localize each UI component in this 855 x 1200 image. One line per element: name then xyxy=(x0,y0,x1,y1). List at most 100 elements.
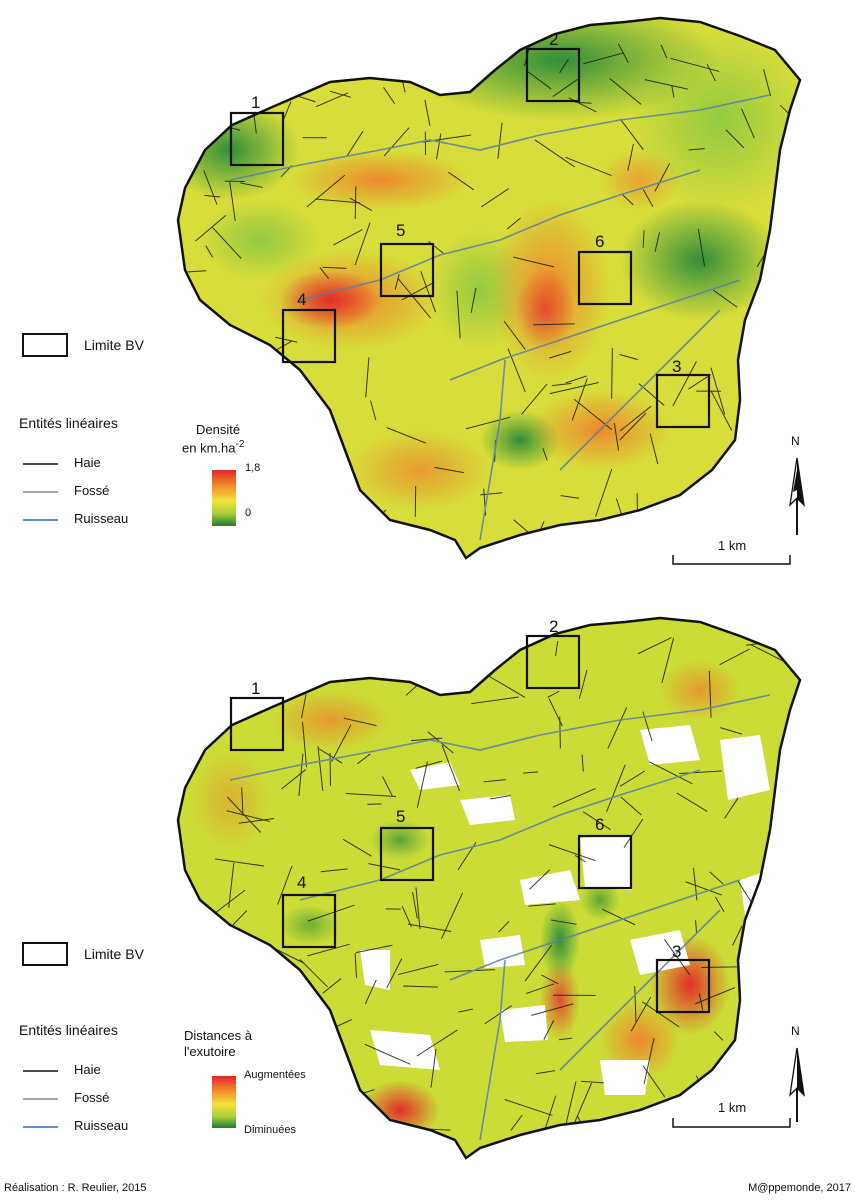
legend-linear-title: Entités linéaires xyxy=(19,1022,118,1038)
hedge-segment xyxy=(322,266,347,269)
hedge-segment xyxy=(503,641,519,645)
legend-boundary-label: Limite BV xyxy=(84,337,144,353)
distance-ramp-title: Distances à xyxy=(184,1028,252,1043)
stream-line xyxy=(559,909,721,1071)
hedge-segment xyxy=(340,501,359,533)
hedge-segment xyxy=(609,77,642,105)
hedge-segment xyxy=(302,721,308,768)
hedge-segment xyxy=(229,180,236,221)
hedge-segment xyxy=(349,197,373,212)
hedge-segment xyxy=(780,837,787,850)
hedge-segment xyxy=(383,127,410,157)
hedge-segment xyxy=(480,492,503,496)
legend-fosse-label: Fossé xyxy=(74,1090,110,1105)
watershed-boundary-bottom xyxy=(176,616,802,1160)
hedge-segment xyxy=(498,920,510,933)
legend-ruisseau-label: Ruisseau xyxy=(74,511,129,526)
hedge-segment xyxy=(195,214,227,242)
hedge-segment xyxy=(707,1086,723,1091)
hedge-segment xyxy=(510,1114,523,1131)
hedge-segment xyxy=(178,936,216,940)
hedge-segment xyxy=(322,978,342,994)
hedge-segment xyxy=(574,854,586,863)
hedge-segment xyxy=(695,920,698,934)
hedge-segment xyxy=(622,194,634,206)
hedge-segment xyxy=(407,923,452,933)
hedge-segment xyxy=(440,635,450,658)
hedge-segment xyxy=(503,321,526,350)
distance-ramp-subtitle: l'exutoire xyxy=(184,1044,236,1059)
hedge-segment xyxy=(386,958,403,989)
hedge-segment xyxy=(389,1138,409,1158)
hedge-segment xyxy=(535,1070,556,1075)
box-label-3: 3 xyxy=(672,942,681,961)
hedge-segment xyxy=(243,1039,267,1062)
hedge-segment xyxy=(367,803,382,805)
hedge-segment xyxy=(550,919,577,925)
hedge-segment xyxy=(769,956,781,1005)
hedge-segment xyxy=(301,694,307,718)
hedge-segment xyxy=(364,1043,411,1065)
density-raster xyxy=(178,18,800,558)
hedge-segment xyxy=(354,953,357,978)
hedge-segment xyxy=(773,409,787,448)
hedge-segment xyxy=(595,468,613,517)
hedge-segment xyxy=(750,644,786,663)
hedge-segment xyxy=(670,57,720,72)
density-ramp-subtitle: en km.ha-2 xyxy=(182,439,244,455)
hedge-segment xyxy=(542,447,548,461)
hedge-segment xyxy=(642,230,645,248)
legend-boundary-swatch xyxy=(22,333,68,357)
hedge-segment xyxy=(401,53,423,67)
hedge-segment xyxy=(441,744,461,792)
hedge-segment xyxy=(763,69,772,97)
hedge-segment xyxy=(664,939,691,976)
hedge-segment xyxy=(559,58,569,74)
hedge-segment xyxy=(777,550,800,558)
study-box-4 xyxy=(281,893,337,949)
hedge-segment xyxy=(551,382,572,387)
hedge-segment xyxy=(619,354,638,361)
hedge-segment xyxy=(275,336,298,343)
study-box-6 xyxy=(577,250,633,306)
hedge-segment xyxy=(654,232,661,253)
hedge-segment xyxy=(226,810,271,823)
hedge-segment xyxy=(528,903,556,907)
scale-label-bottom: 1 km xyxy=(718,1100,747,1115)
hedge-segment xyxy=(411,737,443,742)
hedge-segment xyxy=(484,1005,512,1025)
hedge-segment xyxy=(607,707,628,749)
hedge-segment xyxy=(637,637,672,655)
hedge-segment xyxy=(355,944,393,954)
hedge-segment xyxy=(199,549,202,558)
hedge-segment xyxy=(354,186,357,220)
hedge-segment xyxy=(322,1094,355,1117)
hedge-segment xyxy=(789,903,800,925)
legend-ruisseau-label: Ruisseau xyxy=(74,1118,129,1133)
hedge-segment xyxy=(203,533,218,558)
hedge-segment xyxy=(382,776,394,797)
hedge-segment xyxy=(215,858,265,867)
hedge-segment xyxy=(270,85,284,90)
hedge-segment xyxy=(436,133,442,160)
study-box-1 xyxy=(229,696,285,752)
hedge-segment xyxy=(565,156,612,177)
hedge-segment xyxy=(712,289,738,308)
credit-author: Réalisation : R. Reulier, 2015 xyxy=(4,1182,147,1194)
hedge-segment xyxy=(341,642,358,650)
hedge-segment xyxy=(183,958,186,971)
hedge-segment xyxy=(299,958,328,988)
hedge-segment xyxy=(483,36,489,53)
hedge-segment xyxy=(179,74,191,110)
density-ramp-title: Densité xyxy=(196,422,241,437)
hedge-segment xyxy=(582,811,611,831)
box-label-2: 2 xyxy=(549,617,558,636)
hedge-segment xyxy=(565,375,587,384)
north-arrow-bottom xyxy=(789,1047,805,1122)
hedge-segment xyxy=(522,1145,558,1158)
hedge-segment xyxy=(648,761,693,785)
density-ramp-unit-exp: -2 xyxy=(235,439,245,450)
density-ramp-max: 1,8 xyxy=(245,462,261,474)
hedge-segment xyxy=(448,171,475,191)
hedge-segment xyxy=(552,78,578,97)
